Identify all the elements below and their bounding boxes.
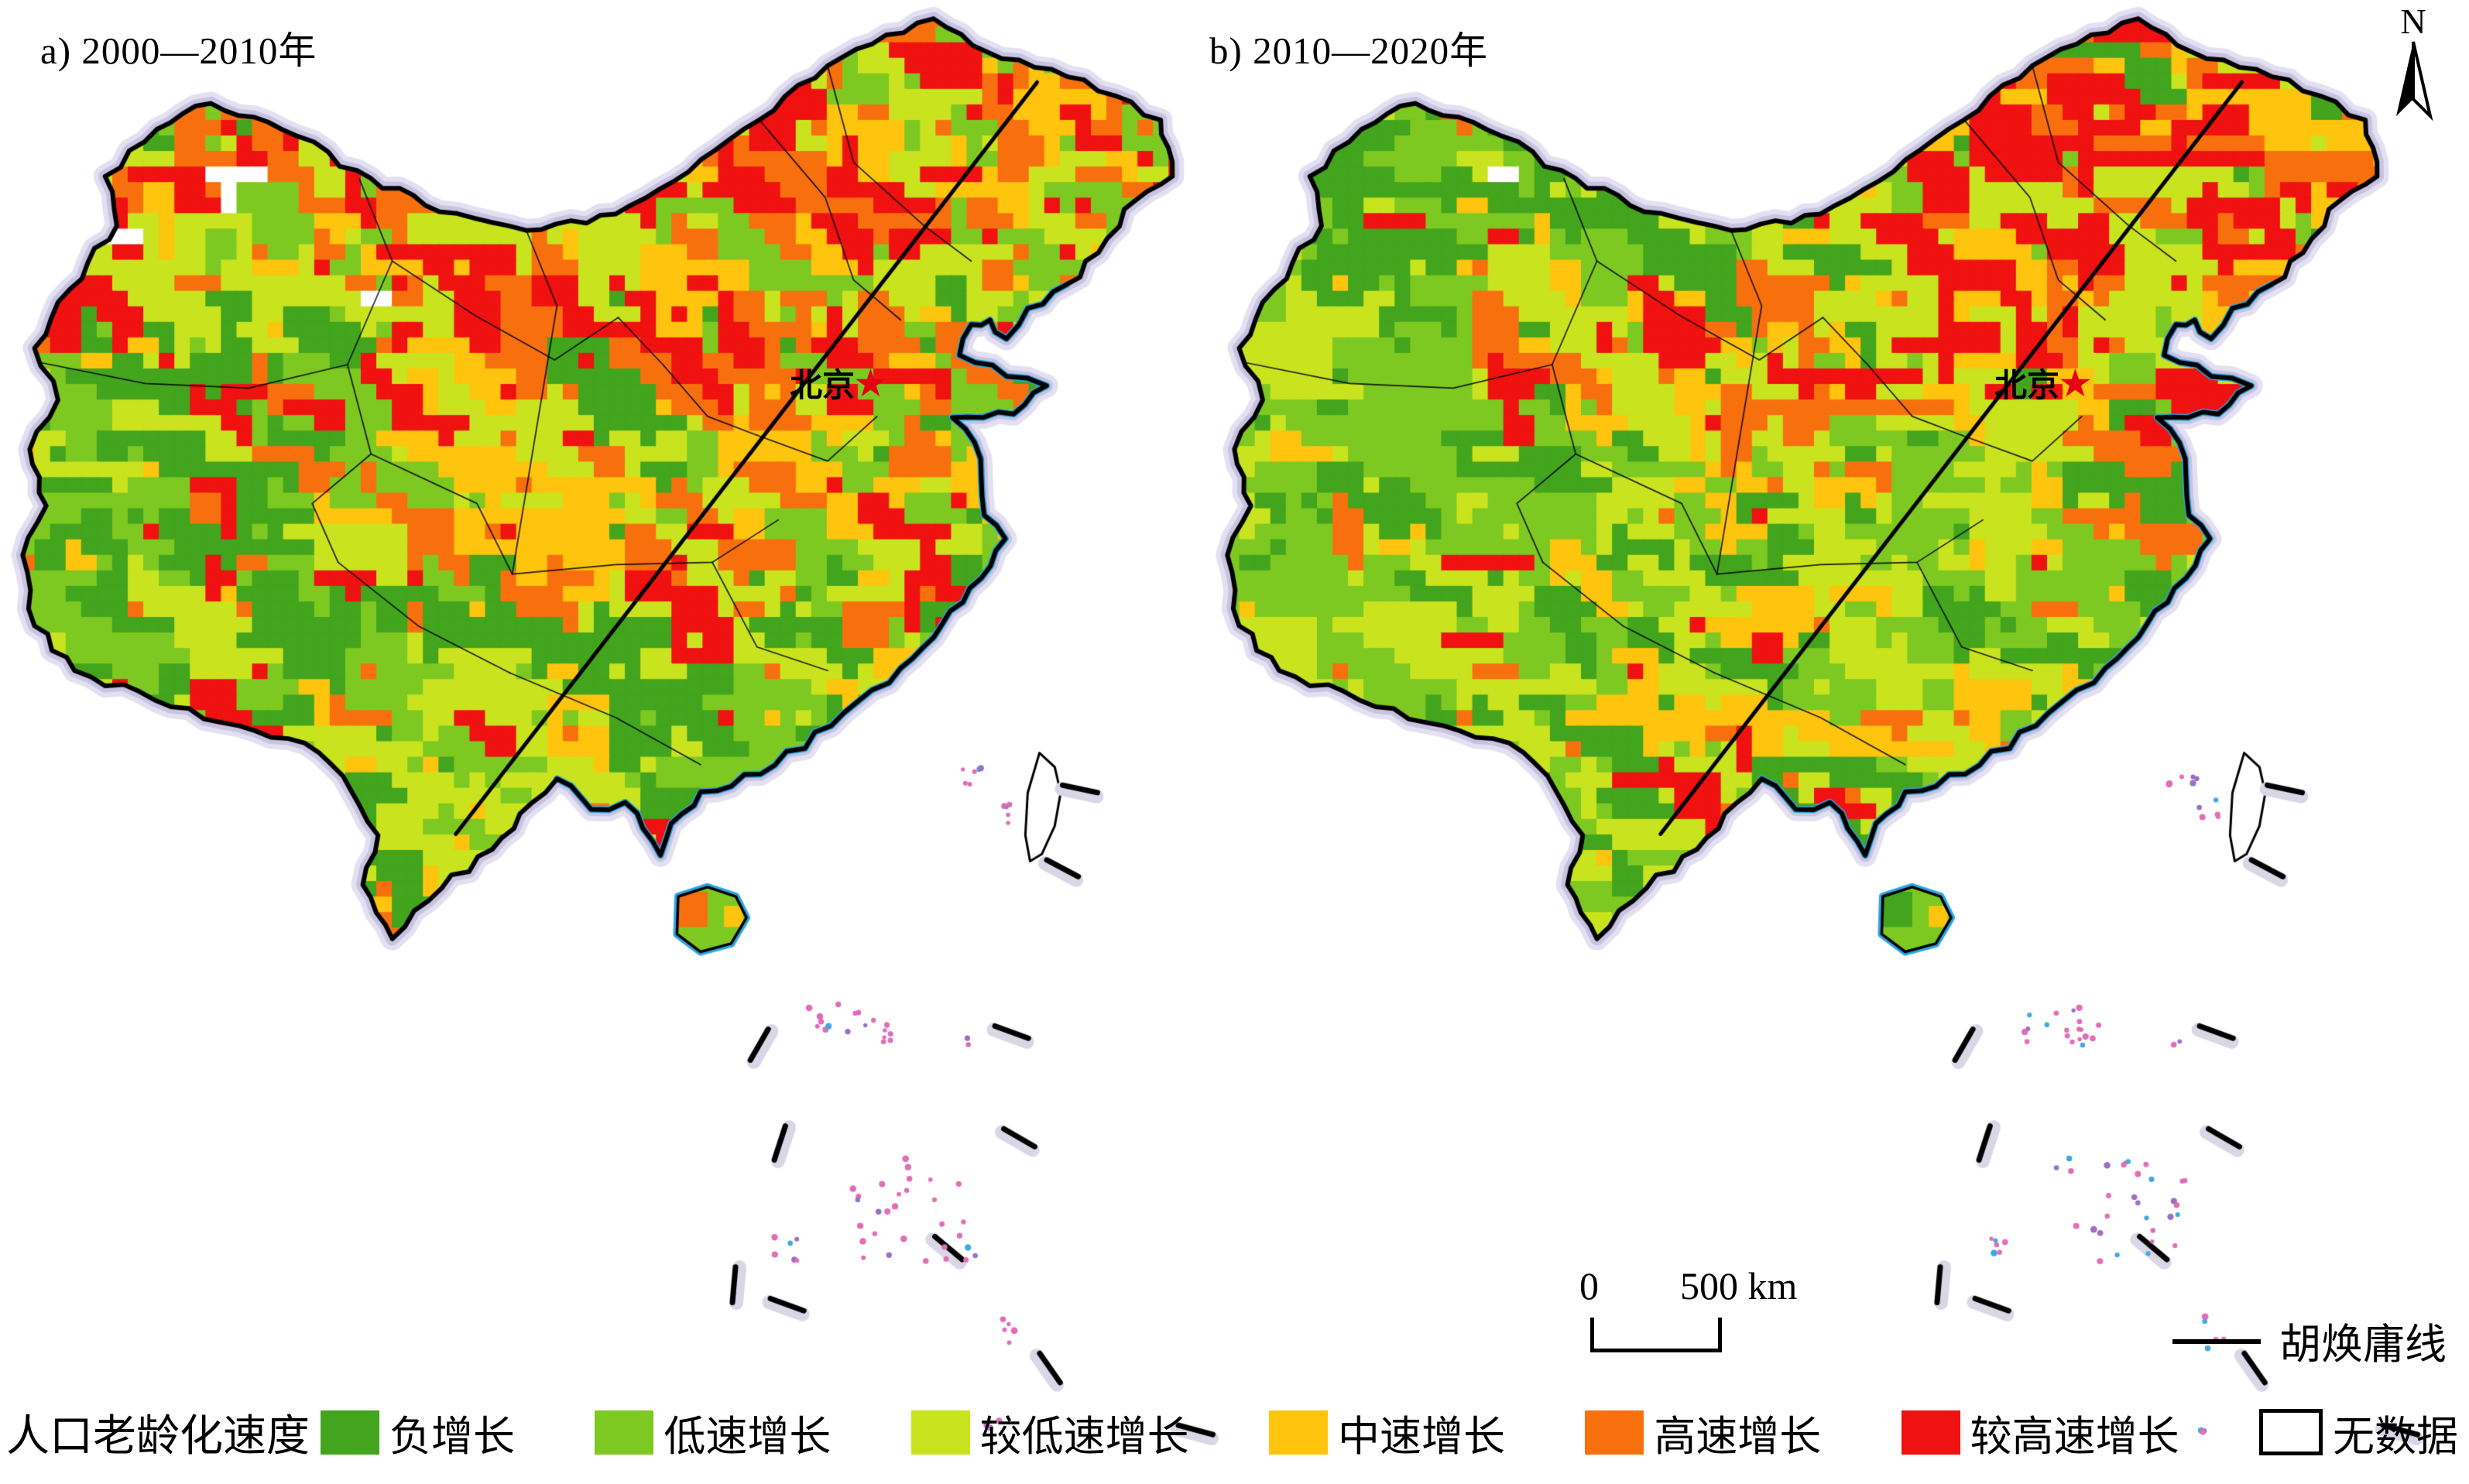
beijing-star-icon: ★ [853, 361, 888, 405]
north-arrow: N [2383, 3, 2443, 125]
north-label: N [2400, 2, 2426, 41]
beijing-marker-a: 北京 ★ [790, 359, 888, 406]
panel-a-title: a) 2000—2010年 [40, 29, 317, 72]
legend-label-5: 较高速增长 [1970, 1413, 2179, 1460]
legend-label-2: 较低速增长 [979, 1413, 1189, 1460]
legend-swatch-3 [1268, 1410, 1328, 1455]
beijing-marker-b: 北京 ★ [1994, 359, 2093, 406]
legend-swatch-4 [1585, 1410, 1644, 1455]
beijing-label: 北京 [1994, 367, 2060, 403]
legend-items: 负增长 低速增长 较低速增长 中速增长 高速增长 较高速增长 无数据 [321, 1402, 2458, 1463]
legend-label-6: 无数据 [2332, 1413, 2458, 1460]
scale-bracket [1590, 1318, 1722, 1352]
legend: 人口老龄化速度 负增长 低速增长 较低速增长 中速增长 高速增长 较高速增长 无数据 [6, 1397, 2458, 1468]
legend-swatch-5 [1901, 1410, 1960, 1455]
legend-item-2: 较低速增长 [910, 1402, 1189, 1463]
hu-line-symbol [2172, 1339, 2261, 1344]
legend-item-6: 无数据 [2258, 1402, 2458, 1463]
beijing-label: 北京 [790, 367, 856, 403]
legend-title: 人口老龄化速度 [6, 1412, 310, 1461]
scale-distance-label: 500 km [1680, 1264, 1798, 1307]
legend-swatch-2 [910, 1410, 970, 1455]
scale-bar: 0 500 km [1572, 1263, 1835, 1356]
legend-label-4: 高速增长 [1654, 1413, 1822, 1460]
north-arrow-icon [2396, 41, 2433, 122]
legend-label-1: 低速增长 [664, 1413, 832, 1460]
panel-b-title: b) 2010—2020年 [1209, 29, 1489, 72]
legend-swatch-0 [321, 1410, 379, 1455]
legend-item-5: 较高速增长 [1901, 1402, 2179, 1463]
legend-item-1: 低速增长 [595, 1402, 831, 1463]
scale-zero-label: 0 [1579, 1264, 1599, 1307]
legend-item-3: 中速增长 [1268, 1402, 1505, 1463]
legend-item-0: 负增长 [321, 1402, 515, 1463]
legend-item-4: 高速增长 [1585, 1402, 1821, 1463]
beijing-star-icon: ★ [2058, 361, 2093, 405]
hu-line-label: 胡焕庸线 [2279, 1321, 2447, 1368]
legend-swatch-1 [595, 1410, 654, 1455]
legend-swatch-6 [2258, 1409, 2323, 1455]
legend-label-3: 中速增长 [1337, 1413, 1505, 1460]
legend-label-0: 负增长 [389, 1413, 515, 1460]
